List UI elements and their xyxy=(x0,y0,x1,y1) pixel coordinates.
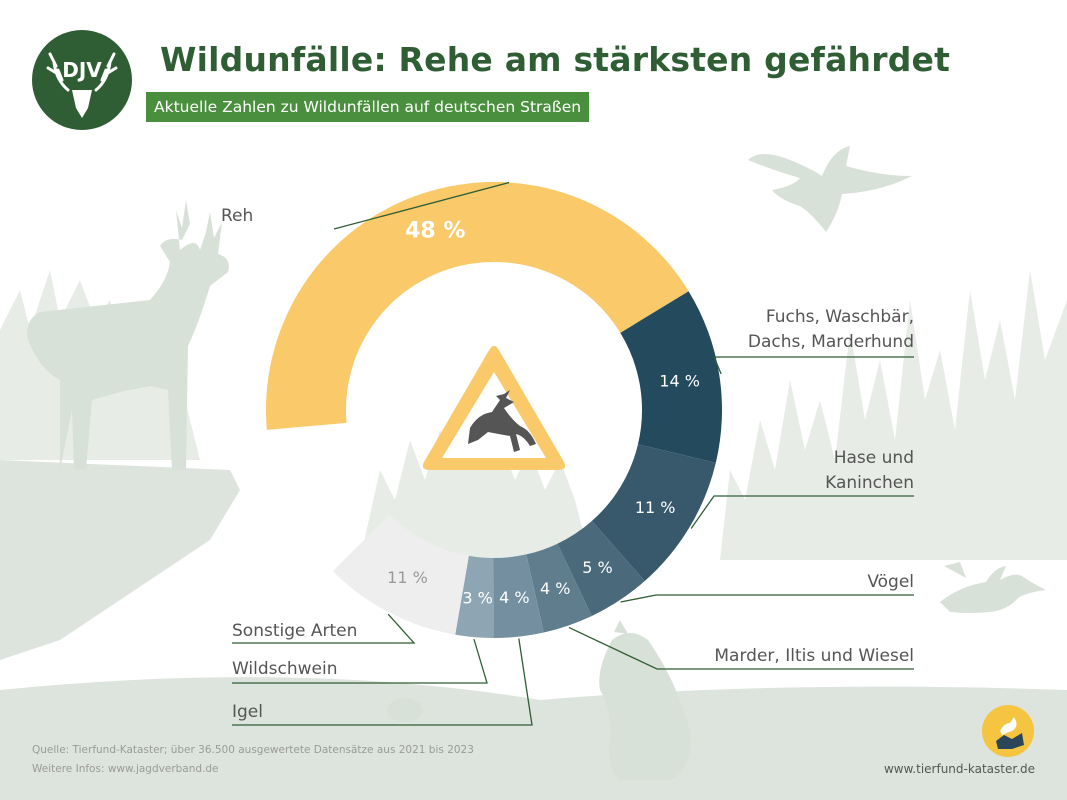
slice-2 xyxy=(591,444,716,582)
slice-3 xyxy=(557,521,645,616)
more-info-link[interactable]: Weitere Infos: www.jagdverband.de xyxy=(32,763,219,775)
djv-logo[interactable]: DJV xyxy=(32,30,132,130)
website-link[interactable]: www.tierfund-kataster.de xyxy=(883,762,1035,776)
source-note: Quelle: Tierfund-Kataster; über 36.500 a… xyxy=(32,744,474,756)
slice-value-label-5: 4 % xyxy=(499,588,529,607)
label-fuchs-line1: Fuchs, Waschbär, xyxy=(765,307,914,327)
tierfund-kataster-logo-icon xyxy=(996,717,1024,749)
fox-silhouette xyxy=(599,620,691,780)
donut-slices xyxy=(266,182,722,638)
leader-line-2 xyxy=(690,495,914,529)
slice-7 xyxy=(332,514,469,635)
antler-logo-icon: DJV xyxy=(46,52,118,118)
label-hase-line1: Hase und xyxy=(833,448,914,468)
slice-value-label-1: 14 % xyxy=(659,372,700,391)
ground-silhouette xyxy=(0,677,1067,800)
leader-line-0 xyxy=(333,181,510,230)
label-marder: Marder, Iltis und Wiesel xyxy=(714,646,914,666)
leader-line-5 xyxy=(232,638,533,726)
label-hase-line2: Kaninchen xyxy=(825,473,914,493)
deer-silhouette xyxy=(27,200,229,470)
label-fuchs-line2: Dachs, Marderhund xyxy=(747,332,914,352)
bird-silhouette xyxy=(748,146,912,232)
label-fuchs: Fuchs, Waschbär, Dachs, Marderhund xyxy=(748,305,914,355)
slice-5 xyxy=(493,554,544,638)
rock-silhouette xyxy=(0,460,240,660)
slice-value-labels: 48 % 14 % 11 % 5 % 4 % 4 % 3 % 11 % xyxy=(387,218,700,607)
slice-6 xyxy=(455,555,494,638)
page-subtitle: Aktuelle Zahlen zu Wildunfällen auf deut… xyxy=(146,92,590,122)
logo-text: DJV xyxy=(62,58,102,82)
slice-value-label-2: 11 % xyxy=(635,498,676,517)
label-igel: Igel xyxy=(232,702,263,722)
label-hase: Hase und Kaninchen xyxy=(825,446,914,496)
leader-line-4 xyxy=(568,626,914,670)
leader-line-6 xyxy=(232,638,488,684)
label-wildschwein: Wildschwein xyxy=(232,659,338,679)
tierfund-kataster-logo[interactable] xyxy=(982,705,1034,757)
page-title: Wildunfälle: Rehe am stärksten gefährdet xyxy=(160,40,951,79)
slice-value-label-0: 48 % xyxy=(405,218,465,243)
slice-value-label-6: 3 % xyxy=(462,588,492,607)
slice-1 xyxy=(620,291,722,463)
label-reh: Reh xyxy=(221,206,254,226)
deer-warning-sign-icon xyxy=(422,345,566,470)
label-sonstige: Sonstige Arten xyxy=(232,621,358,641)
slice-value-label-4: 4 % xyxy=(540,579,570,598)
label-voegel: Vögel xyxy=(867,572,914,592)
hare-silhouette xyxy=(940,562,1046,613)
slice-0 xyxy=(266,182,689,430)
leader-line-1 xyxy=(713,356,914,375)
slice-value-label-3: 5 % xyxy=(582,558,612,577)
slice-4 xyxy=(526,543,592,633)
leader-lines xyxy=(232,181,914,726)
leader-line-7 xyxy=(232,613,416,644)
leader-line-3 xyxy=(620,594,914,603)
slice-value-label-7: 11 % xyxy=(387,568,428,587)
hedgehog-silhouette xyxy=(387,698,423,722)
